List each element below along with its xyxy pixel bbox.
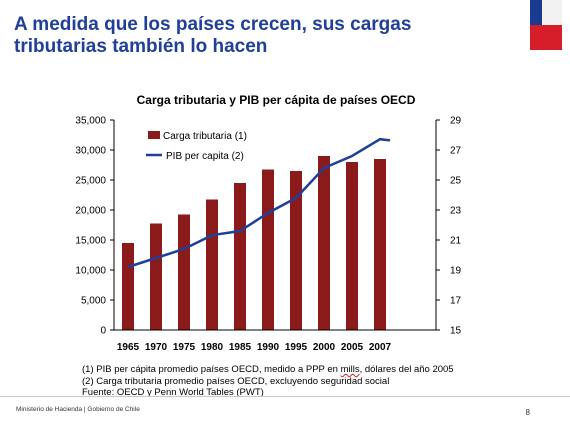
footnote-1: (1) PIB per cápita promedio países OECD,… — [82, 364, 454, 375]
x-tick-label: 1975 — [173, 342, 196, 353]
right-tick-label: 19 — [450, 266, 462, 277]
legend-bar-swatch — [148, 131, 160, 139]
x-tick-label: 1990 — [257, 342, 280, 353]
slide-title: A medida que los países crecen, sus carg… — [14, 14, 514, 58]
left-tick-label: 0 — [100, 326, 106, 337]
page-number: 8 — [525, 408, 530, 417]
left-tick-label: 10,000 — [75, 266, 106, 277]
right-tick-label: 25 — [450, 176, 462, 187]
slide-title-line-2: tributarias también lo hacen — [14, 36, 268, 57]
right-tick-label: 17 — [450, 296, 462, 307]
legend-bar-label: Carga tributaria (1) — [163, 131, 247, 142]
x-tick-label: 2000 — [313, 342, 336, 353]
line-pib-per-capita — [127, 137, 391, 269]
bar-carga-tributaria — [150, 223, 162, 330]
x-tick-label: 2005 — [341, 342, 364, 353]
bar-carga-tributaria — [206, 199, 218, 330]
chart-footnotes: (1) PIB per cápita promedio países OECD,… — [82, 364, 482, 399]
bar-carga-tributaria — [346, 162, 358, 330]
left-tick-label: 20,000 — [75, 206, 106, 217]
right-tick-label: 27 — [450, 146, 462, 157]
x-tick-label: 1980 — [201, 342, 224, 353]
left-tick-label: 5,000 — [81, 296, 106, 307]
bar-carga-tributaria — [318, 156, 330, 330]
x-tick-label: 2007 — [369, 342, 392, 353]
chart-title: Carga tributaria y PIB per cápita de paí… — [137, 93, 416, 107]
footnote-2: (2) Carga tributaria promedio países OEC… — [82, 375, 390, 387]
x-tick-label: 1970 — [145, 342, 168, 353]
ministry-footer: Ministerio de Hacienda | Gobierno de Chi… — [16, 406, 140, 413]
bar-carga-tributaria — [290, 171, 302, 330]
footnote-source: Fuente: OECD y Penn World Tables (PWT) — [82, 387, 264, 398]
chile-flag-icon — [530, 0, 562, 50]
bar-carga-tributaria — [374, 159, 386, 330]
right-tick-label: 29 — [450, 116, 462, 127]
right-tick-label: 23 — [450, 206, 462, 217]
right-tick-label: 21 — [450, 236, 462, 247]
bar-carga-tributaria — [178, 214, 190, 330]
x-tick-label: 1995 — [285, 342, 308, 353]
x-tick-label: 1985 — [229, 342, 252, 353]
bar-carga-tributaria — [262, 169, 274, 330]
left-tick-label: 35,000 — [75, 116, 106, 127]
footer-divider — [0, 396, 570, 397]
slide-title-line-1: A medida que los países crecen, sus carg… — [14, 14, 412, 35]
left-tick-label: 15,000 — [75, 236, 106, 247]
legend-line-label: PIB per capita (2) — [166, 151, 244, 162]
bar-carga-tributaria — [122, 243, 134, 330]
bar-carga-tributaria — [234, 183, 246, 330]
left-tick-label: 30,000 — [75, 146, 106, 157]
right-tick-label: 15 — [450, 326, 462, 337]
left-tick-label: 25,000 — [75, 176, 106, 187]
x-tick-label: 1965 — [117, 342, 140, 353]
